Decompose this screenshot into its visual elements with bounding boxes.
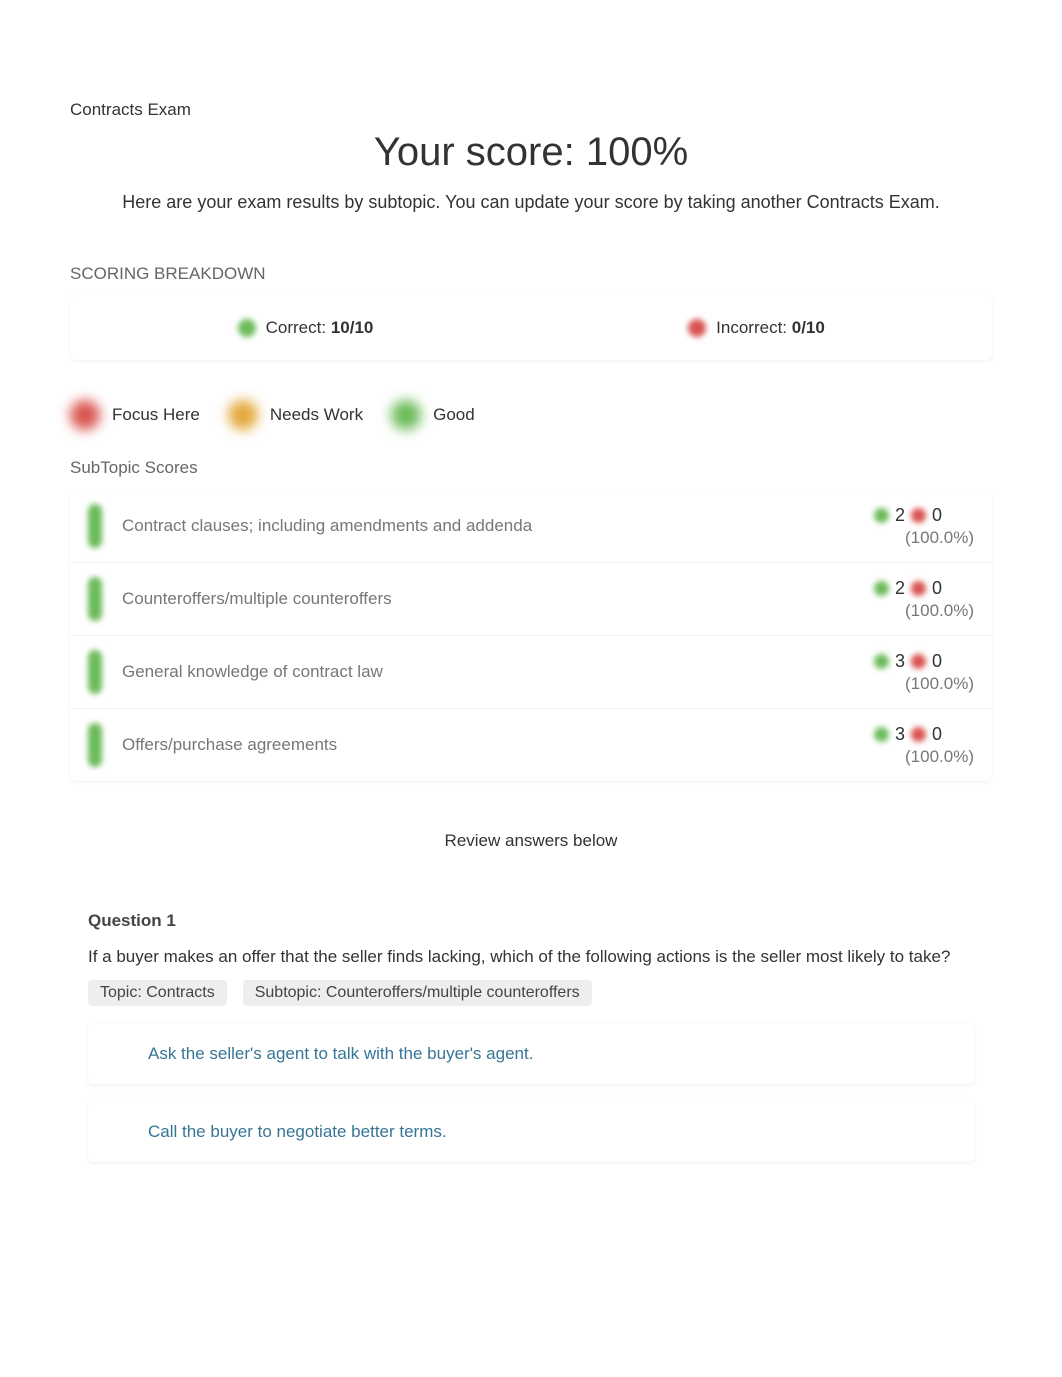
correct-count: 2 (895, 505, 905, 526)
subtopic-row[interactable]: Counteroffers/multiple counteroffers 2 0… (70, 563, 992, 636)
answer-option[interactable]: Call the buyer to negotiate better terms… (88, 1102, 974, 1162)
subtopic-name: Contract clauses; including amendments a… (122, 516, 854, 536)
subtopic-name: General knowledge of contract law (122, 662, 854, 682)
subtopic-row[interactable]: General knowledge of contract law 3 0 (1… (70, 636, 992, 709)
needswork-dot-icon (228, 400, 258, 430)
legend-item-focus: Focus Here (70, 400, 200, 430)
subtopic-pct: (100.0%) (874, 747, 974, 767)
incorrect-dot-icon (688, 319, 706, 337)
scoring-breakdown-heading: SCORING BREAKDOWN (70, 264, 992, 284)
answer-option[interactable]: Ask the seller's agent to talk with the … (88, 1024, 974, 1084)
status-pill-icon (88, 723, 102, 767)
correct-dot-icon (238, 319, 256, 337)
incorrect-count: 0 (932, 578, 942, 599)
subtopic-scores-heading: SubTopic Scores (70, 458, 992, 478)
legend-label: Focus Here (112, 405, 200, 425)
correct-count: 3 (895, 651, 905, 672)
correct-dot-icon (874, 654, 889, 669)
question-title: Question 1 (88, 911, 974, 931)
incorrect-dot-icon (911, 508, 926, 523)
subtopic-tag: Subtopic: Counteroffers/multiple counter… (243, 980, 592, 1006)
subtopic-stats: 2 0 (100.0%) (874, 578, 974, 621)
incorrect-dot-icon (911, 654, 926, 669)
results-subtitle: Here are your exam results by subtopic. … (100, 189, 962, 216)
status-pill-icon (88, 504, 102, 548)
correct-count: 2 (895, 578, 905, 599)
subtopic-name: Counteroffers/multiple counteroffers (122, 589, 854, 609)
correct-summary: Correct: 10/10 (80, 318, 531, 338)
topic-tag: Topic: Contracts (88, 980, 227, 1006)
incorrect-dot-icon (911, 581, 926, 596)
tag-row: Topic: Contracts Subtopic: Counteroffers… (88, 980, 974, 1006)
subtopic-pct: (100.0%) (874, 528, 974, 548)
review-answers-label: Review answers below (70, 831, 992, 851)
answer-text: Call the buyer to negotiate better terms… (148, 1122, 946, 1142)
legend: Focus Here Needs Work Good (70, 400, 992, 430)
exam-title: Contracts Exam (70, 100, 992, 120)
subtopic-name: Offers/purchase agreements (122, 735, 854, 755)
scoring-breakdown-box: Correct: 10/10 Incorrect: 0/10 (70, 296, 992, 360)
subtopic-stats: 3 0 (100.0%) (874, 724, 974, 767)
correct-dot-icon (874, 581, 889, 596)
incorrect-count: 0 (932, 505, 942, 526)
incorrect-value: 0/10 (792, 318, 825, 337)
correct-value: 10/10 (331, 318, 374, 337)
score-headline: Your score: 100% (70, 130, 992, 175)
incorrect-count: 0 (932, 724, 942, 745)
incorrect-label-text: Incorrect: (716, 318, 792, 337)
incorrect-count: 0 (932, 651, 942, 672)
subtopic-row[interactable]: Contract clauses; including amendments a… (70, 490, 992, 563)
incorrect-summary: Incorrect: 0/10 (531, 318, 982, 338)
status-pill-icon (88, 577, 102, 621)
question-text: If a buyer makes an offer that the selle… (88, 945, 974, 970)
answer-text: Ask the seller's agent to talk with the … (148, 1044, 946, 1064)
subtopic-row[interactable]: Offers/purchase agreements 3 0 (100.0%) (70, 709, 992, 781)
subtopic-pct: (100.0%) (874, 674, 974, 694)
legend-item-good: Good (391, 400, 475, 430)
subtopic-pct: (100.0%) (874, 601, 974, 621)
correct-label: Correct: 10/10 (266, 318, 374, 338)
good-dot-icon (391, 400, 421, 430)
subtopic-stats: 3 0 (100.0%) (874, 651, 974, 694)
correct-label-text: Correct: (266, 318, 331, 337)
status-pill-icon (88, 650, 102, 694)
legend-label: Good (433, 405, 475, 425)
legend-item-needswork: Needs Work (228, 400, 363, 430)
legend-label: Needs Work (270, 405, 363, 425)
focus-dot-icon (70, 400, 100, 430)
correct-dot-icon (874, 727, 889, 742)
correct-count: 3 (895, 724, 905, 745)
incorrect-dot-icon (911, 727, 926, 742)
correct-dot-icon (874, 508, 889, 523)
subtopic-list: Contract clauses; including amendments a… (70, 490, 992, 781)
incorrect-label: Incorrect: 0/10 (716, 318, 825, 338)
subtopic-stats: 2 0 (100.0%) (874, 505, 974, 548)
